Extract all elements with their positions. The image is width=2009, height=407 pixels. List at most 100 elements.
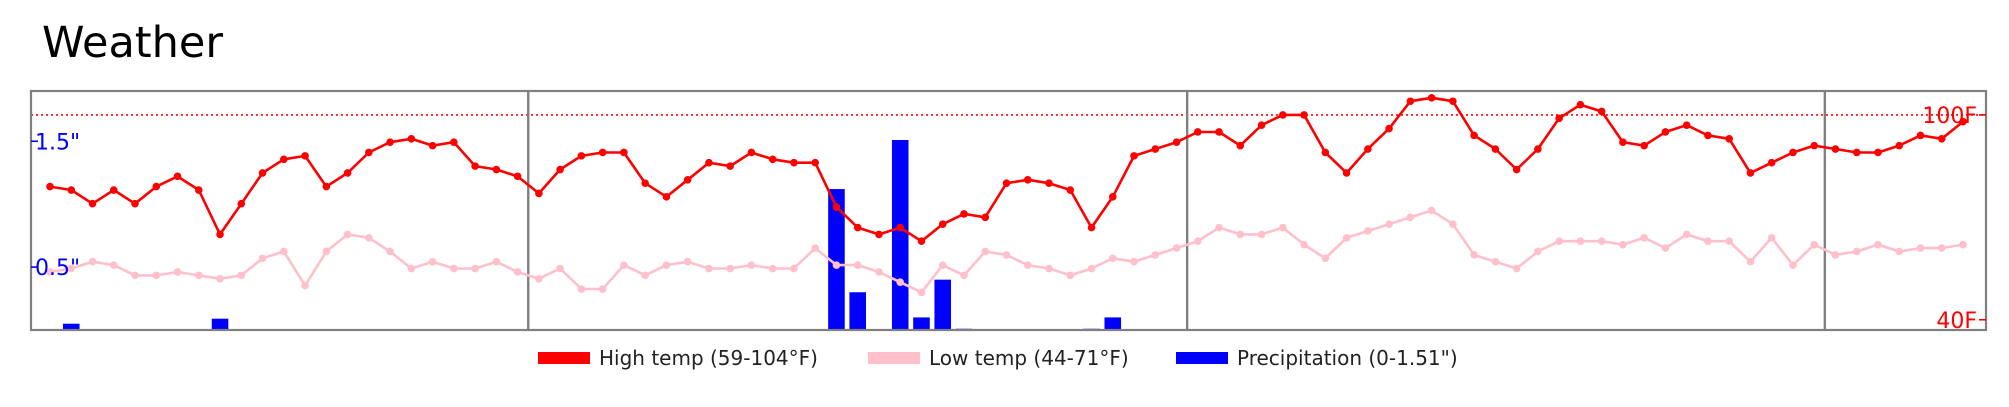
high-temp-point xyxy=(960,210,968,218)
low-temp-point xyxy=(1534,247,1542,256)
high-temp-point xyxy=(1874,148,1882,157)
high-temp-point xyxy=(620,148,628,157)
high-temp-point xyxy=(194,186,203,194)
low-temp-point xyxy=(1597,237,1606,246)
high-temp-point xyxy=(1321,148,1330,157)
precipitation-bar xyxy=(1104,317,1122,330)
high-temp-point xyxy=(853,223,862,232)
high-temp-point xyxy=(1257,121,1266,129)
low-temp-point xyxy=(790,264,798,273)
high-temp-point xyxy=(1087,223,1096,232)
high-temp-point xyxy=(131,199,139,208)
legend-label: Low temp (44-71°F) xyxy=(929,346,1129,370)
high-temp-point xyxy=(365,148,373,157)
precipitation-bar xyxy=(934,279,952,330)
high-temp-point xyxy=(1045,179,1053,187)
low-temp-point xyxy=(1767,234,1776,242)
low-temp-point xyxy=(662,261,671,269)
legend-item: Low temp (44-71°F) xyxy=(868,344,1129,372)
high-temp-point xyxy=(1023,175,1032,184)
high-temp-point xyxy=(832,203,841,211)
low-temp-point xyxy=(1002,251,1011,259)
low-temp-point xyxy=(1831,251,1840,259)
low-temp-point xyxy=(726,264,734,273)
low-temp-point xyxy=(938,261,947,269)
high-temp-point xyxy=(1810,141,1819,150)
high-temp-point xyxy=(1406,97,1415,106)
low-temp-point xyxy=(598,285,607,293)
precipitation-bar xyxy=(211,318,229,330)
high-temp-point xyxy=(1215,128,1223,136)
high-temp-point xyxy=(1236,141,1245,150)
low-temp-point xyxy=(896,278,905,287)
low-temp-point xyxy=(981,247,990,256)
high-temp-point xyxy=(705,158,713,167)
legend-swatch xyxy=(538,352,590,364)
low-temp-point xyxy=(577,285,586,293)
high-temp-point xyxy=(1002,179,1011,187)
low-temp-point xyxy=(1385,220,1393,228)
low-temp-point xyxy=(1257,230,1266,239)
high-temp-point xyxy=(662,193,671,201)
low-temp-point xyxy=(216,274,224,283)
low-temp-point xyxy=(322,247,331,256)
temp-tick-label: 100F xyxy=(1922,104,1977,129)
low-temp-point xyxy=(173,268,182,276)
precip-tick-label: 1.5" xyxy=(35,130,80,155)
low-temp-point xyxy=(386,247,394,256)
low-temp-point xyxy=(832,261,841,269)
temp-tick-label: 40F xyxy=(1936,309,1977,334)
high-temp-point xyxy=(1342,169,1351,177)
low-temp-point xyxy=(768,264,777,273)
low-temp-point xyxy=(1364,227,1372,235)
high-temp-point xyxy=(1300,111,1308,119)
high-temp-point xyxy=(747,148,756,157)
low-temp-point xyxy=(1108,254,1117,263)
high-temp-point xyxy=(46,182,54,191)
low-temp-point xyxy=(1342,234,1351,242)
high-temp-point xyxy=(67,186,76,194)
low-temp-point xyxy=(237,271,246,280)
high-temp-point xyxy=(1555,114,1563,123)
high-temp-point xyxy=(1640,141,1648,150)
plot-frame xyxy=(29,89,1988,332)
high-temp-point xyxy=(981,213,990,222)
high-temp-point xyxy=(258,169,267,177)
low-temp-point xyxy=(1045,264,1053,273)
high-temp-point xyxy=(577,152,586,160)
low-temp-point xyxy=(1895,247,1904,256)
low-temp-point xyxy=(747,261,756,269)
high-temp-point xyxy=(1597,107,1606,116)
low-temp-point xyxy=(258,254,267,263)
low-temp-point xyxy=(875,268,883,276)
low-temp-point xyxy=(1406,213,1415,222)
weather-plot: 0.5" 1.5" 40F 100F xyxy=(29,89,1988,334)
high-temp-point xyxy=(343,169,352,177)
high-temp-point xyxy=(1725,135,1733,143)
high-temp-point xyxy=(1470,131,1478,140)
high-temp-point xyxy=(535,189,543,198)
low-temp-point xyxy=(88,257,97,266)
high-temp-point xyxy=(1895,141,1904,150)
high-temp-point xyxy=(1746,169,1755,177)
precipitation-bar xyxy=(891,140,909,330)
high-temp-point xyxy=(513,172,522,181)
low-temp-point xyxy=(67,264,76,273)
low-temp-point xyxy=(492,257,501,266)
high-temp-point xyxy=(450,138,458,147)
high-temp-point xyxy=(1449,97,1457,106)
plot-area xyxy=(31,91,1986,330)
high-temp-point xyxy=(280,155,288,164)
low-temp-point xyxy=(1725,237,1733,246)
precip-tick-label: 0.5" xyxy=(35,256,80,281)
high-temp-point xyxy=(428,141,437,150)
low-temp-point xyxy=(620,261,628,269)
high-temp-point xyxy=(1491,145,1500,153)
low-temp-point xyxy=(1023,261,1032,269)
low-temp-point xyxy=(428,257,437,266)
low-temp-point xyxy=(1427,206,1436,215)
low-temp-point xyxy=(1172,244,1181,252)
high-temp-point xyxy=(1130,152,1138,160)
low-temp-point xyxy=(1555,237,1563,246)
low-temp-point xyxy=(280,247,288,256)
